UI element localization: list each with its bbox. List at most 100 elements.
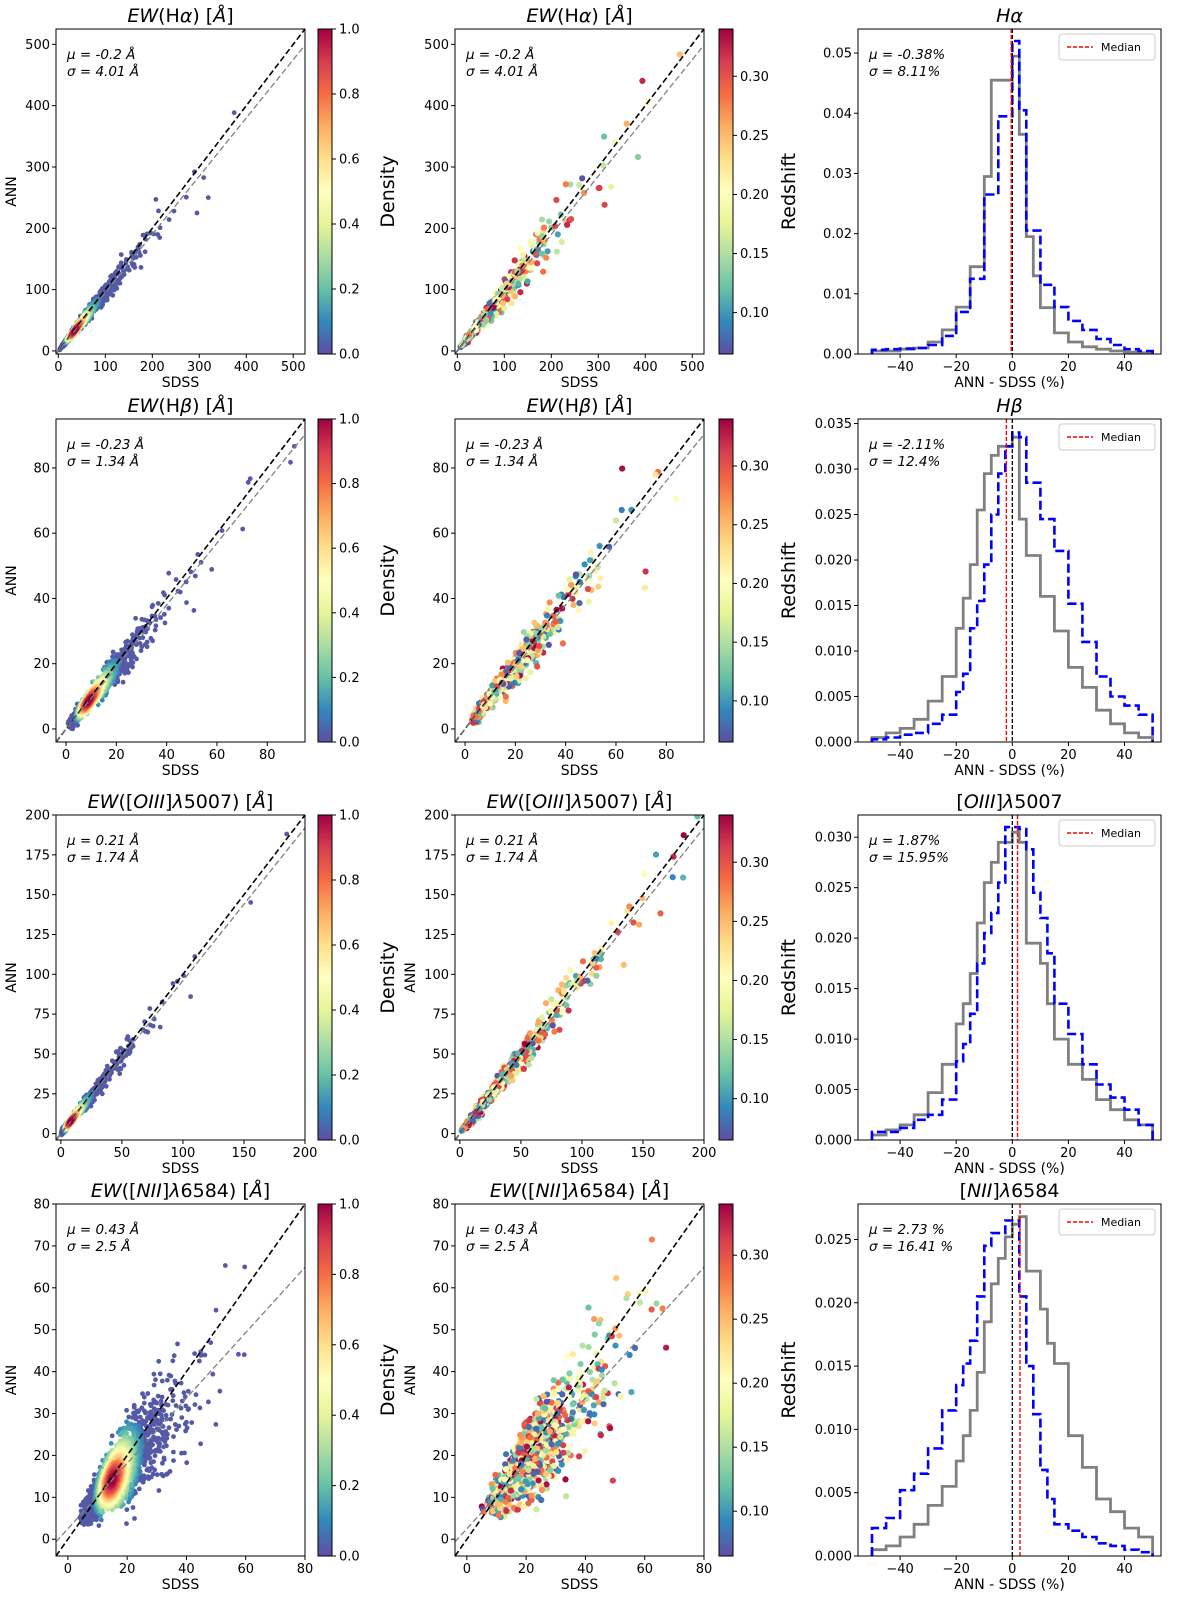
x-tick-label: 0 — [453, 360, 461, 375]
scatter-point — [623, 120, 630, 127]
scatter-point — [546, 630, 554, 638]
scatter-point — [564, 586, 571, 593]
scatter-point — [534, 229, 541, 236]
y-tick-label: 100 — [25, 283, 50, 298]
axes-frame — [454, 28, 705, 355]
title-part: α — [180, 5, 193, 27]
scatter-point — [543, 254, 550, 261]
scatter-point — [183, 194, 189, 200]
scatter-point — [149, 604, 155, 610]
scatter-point — [581, 561, 588, 568]
scatter-point — [155, 601, 161, 606]
scatter-point — [148, 1022, 153, 1028]
scatter-point — [607, 183, 615, 190]
scatter-point — [153, 623, 159, 629]
scatter-point — [540, 268, 547, 275]
scatter-point — [558, 238, 565, 245]
scatter-point — [118, 260, 124, 266]
colorbar-tick-label: 0.30 — [740, 459, 769, 474]
scatter-point — [567, 181, 574, 188]
x-axis-label: SDSS — [162, 375, 200, 391]
scatter-point — [601, 133, 608, 140]
scatter-point — [155, 232, 161, 237]
title-part: α — [1010, 5, 1023, 27]
colorbar-tick-label: 0.0 — [339, 348, 360, 363]
scatter-point — [231, 110, 237, 116]
title-part: ] — [625, 395, 632, 417]
title-part: H — [996, 395, 1010, 417]
scatter-point — [531, 619, 538, 626]
one-to-one-line — [56, 419, 305, 742]
scatter-point — [642, 568, 649, 575]
scatter-point — [148, 635, 154, 641]
scatter-point — [138, 265, 144, 270]
x-tick-label: 0 — [1008, 748, 1016, 763]
scatter-point — [125, 264, 130, 269]
scatter-point — [584, 585, 592, 593]
x-tick-label: 40 — [1116, 360, 1133, 375]
scatter-point — [513, 673, 520, 680]
scatter-point — [639, 77, 646, 84]
scatter-point — [502, 693, 509, 700]
title-part: ) [ — [591, 5, 612, 27]
colorbar-tick-label: 1.0 — [339, 413, 360, 428]
scatter-point — [133, 615, 139, 621]
x-tick-label: −20 — [942, 360, 969, 375]
scatter-point — [128, 639, 134, 645]
x-axis-label: SDSS — [561, 763, 599, 779]
y-tick-label: 200 — [25, 222, 50, 237]
scatter-point — [576, 578, 583, 586]
colorbar-tick-label: 0.10 — [740, 694, 769, 709]
scatter-point — [534, 260, 541, 267]
y-tick-label: 40 — [432, 592, 449, 607]
x-tick-label: 0 — [54, 360, 62, 375]
scatter-point — [527, 669, 534, 676]
scatter-point — [153, 197, 159, 202]
scatter-point — [507, 675, 514, 682]
scatter-point — [544, 626, 551, 633]
stat-text: μ = -2.11% — [868, 437, 945, 453]
stat-text: σ = 4.01 Å — [466, 63, 538, 80]
axes-frame — [857, 28, 1162, 355]
x-tick-label: 60 — [209, 748, 226, 763]
y-tick-label: 0 — [441, 344, 449, 359]
one-to-one-line — [455, 29, 704, 354]
scatter-point — [553, 196, 560, 204]
scatter-point — [201, 175, 207, 181]
scatter-point — [520, 256, 528, 263]
colorbar-tick-label: 0.25 — [740, 129, 769, 144]
title-part: ) [ — [192, 5, 213, 27]
stat-text: σ = 1.34 Å — [67, 453, 139, 470]
colorbar-tick-label: 0.30 — [740, 70, 769, 85]
x-tick-label: 300 — [187, 360, 212, 375]
colorbar-tick-label: 0.8 — [339, 477, 360, 492]
scatter-point — [524, 278, 531, 285]
x-tick-label: 0 — [461, 748, 469, 763]
scatter-point — [123, 639, 129, 645]
points-layer — [455, 29, 704, 354]
scatter-point — [288, 459, 293, 465]
legend-box — [1058, 423, 1156, 451]
colorbar-tick-label: 0.4 — [339, 606, 360, 621]
y-tick-label: 0 — [42, 344, 50, 359]
scatter-point — [161, 611, 167, 617]
panel-title: EW(Hα) [Å] — [127, 4, 233, 27]
scatter-point — [538, 250, 546, 257]
scatter-point — [157, 1024, 163, 1030]
y-tick-label: 0.030 — [815, 463, 852, 478]
colorbar-tick-label: 0.15 — [740, 636, 769, 651]
y-tick-label: 0.015 — [815, 599, 852, 614]
scatter-point — [586, 557, 594, 564]
colorbar-tick-label: 0.8 — [339, 88, 360, 103]
y-tick-label: 40 — [33, 592, 50, 607]
scatter-point — [117, 1071, 123, 1077]
colorbar-tick-label: 0.6 — [339, 153, 360, 168]
scatter-point — [112, 1060, 117, 1066]
scatter-point — [191, 608, 197, 613]
scatter-point — [568, 581, 575, 589]
scatter-point — [498, 671, 505, 678]
title-part: ) [ — [591, 395, 612, 417]
colorbar-tick-label: 0.6 — [339, 542, 360, 557]
